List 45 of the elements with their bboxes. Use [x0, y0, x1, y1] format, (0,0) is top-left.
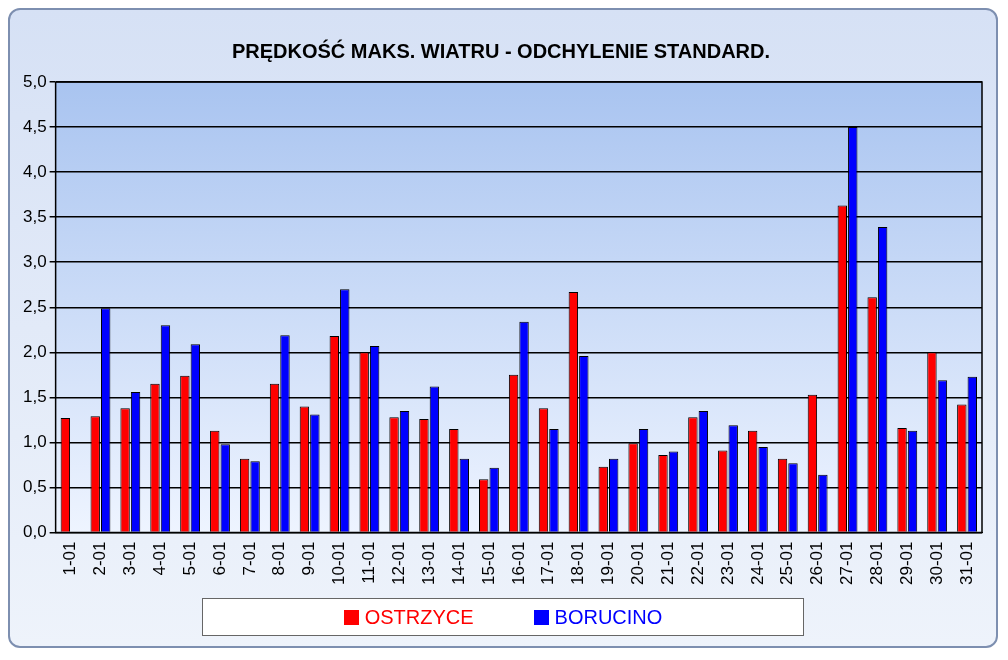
x-tick-label: 5-01: [179, 541, 199, 576]
x-tick-label: 10-01: [329, 541, 349, 585]
x-tick-label: 8-01: [269, 541, 289, 576]
y-tick-label: 0,5: [22, 477, 47, 497]
x-tick-label: 27-01: [837, 541, 857, 585]
x-tick-label: 30-01: [926, 541, 946, 585]
x-tick-label: 3-01: [120, 541, 140, 576]
x-tick-label: 20-01: [628, 541, 648, 585]
y-tick-label: 0,0: [22, 522, 47, 542]
x-tick-label: 19-01: [598, 541, 618, 585]
y-tick-label: 4,0: [22, 161, 47, 181]
y-tick-label: 1,0: [22, 432, 47, 452]
y-tick-label: 2,0: [22, 342, 47, 361]
y-tick-label: 3,5: [22, 206, 47, 226]
x-tick-label: 28-01: [867, 541, 887, 585]
x-tick-label: 22-01: [687, 541, 707, 585]
x-tick-label: 23-01: [717, 541, 737, 585]
legend-label: BORUCINO: [554, 605, 663, 629]
x-tick-label: 6-01: [209, 541, 229, 576]
x-tick-label: 29-01: [896, 541, 916, 585]
y-tick-label: 2,5: [22, 296, 47, 316]
chart-title: PRĘDKOŚĆ MAKS. WIATRU - ODCHYLENIE STANDARD.: [231, 38, 771, 62]
x-tick-label: 26-01: [807, 541, 827, 585]
x-tick-label: 25-01: [777, 541, 797, 585]
y-tick-label: 5,0: [22, 71, 47, 91]
x-tick-label: 15-01: [478, 541, 498, 585]
y-tick-label: 3,0: [22, 251, 47, 271]
x-tick-label: 11-01: [359, 541, 379, 584]
x-tick-label: 31-01: [956, 541, 976, 585]
y-tick-label: 4,5: [22, 116, 47, 136]
x-tick-label: 13-01: [418, 541, 438, 585]
x-tick-label: 4-01: [149, 541, 169, 576]
x-tick-label: 16-01: [508, 541, 528, 585]
x-tick-label: 24-01: [747, 541, 767, 585]
legend-label: OSTRZYCE: [364, 605, 474, 629]
x-tick-label: 18-01: [568, 541, 588, 585]
x-tick-label: 2-01: [90, 541, 110, 576]
x-tick-label: 12-01: [388, 541, 408, 585]
x-tick-label: 9-01: [299, 541, 319, 576]
x-tick-label: 14-01: [448, 541, 468, 585]
x-tick-label: 17-01: [538, 541, 558, 585]
y-tick-label: 1,5: [22, 387, 47, 407]
x-tick-label: 1-01: [60, 541, 80, 576]
x-tick-label: 21-01: [657, 541, 677, 585]
x-tick-label: 7-01: [239, 541, 259, 576]
